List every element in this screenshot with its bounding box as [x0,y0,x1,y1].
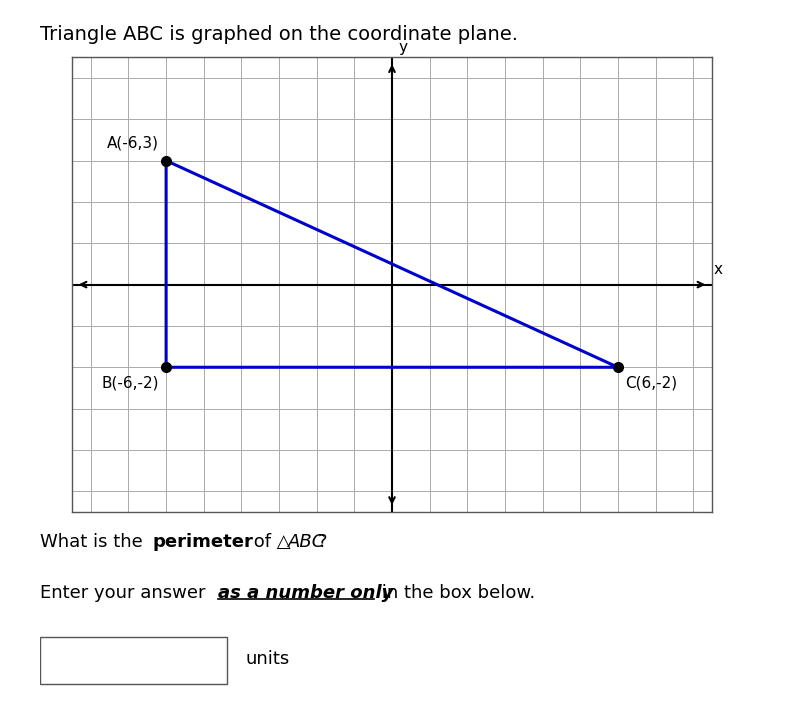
FancyBboxPatch shape [40,637,227,684]
Text: in the box below.: in the box below. [376,584,535,601]
Text: ABC: ABC [288,533,326,551]
Text: of △: of △ [248,533,290,551]
Text: y: y [398,40,408,55]
Text: What is the: What is the [40,533,149,551]
Text: units: units [245,649,290,668]
Text: as a number only: as a number only [218,584,393,601]
Text: x: x [714,262,723,277]
Text: B(-6,-2): B(-6,-2) [101,375,158,390]
Text: Enter your answer: Enter your answer [40,584,211,601]
Text: Triangle ABC is graphed on the coordinate plane.: Triangle ABC is graphed on the coordinat… [40,25,518,44]
Text: perimeter: perimeter [152,533,253,551]
Text: A(-6,3): A(-6,3) [106,135,158,150]
Text: C(6,-2): C(6,-2) [626,375,678,390]
Text: ?: ? [318,533,327,551]
